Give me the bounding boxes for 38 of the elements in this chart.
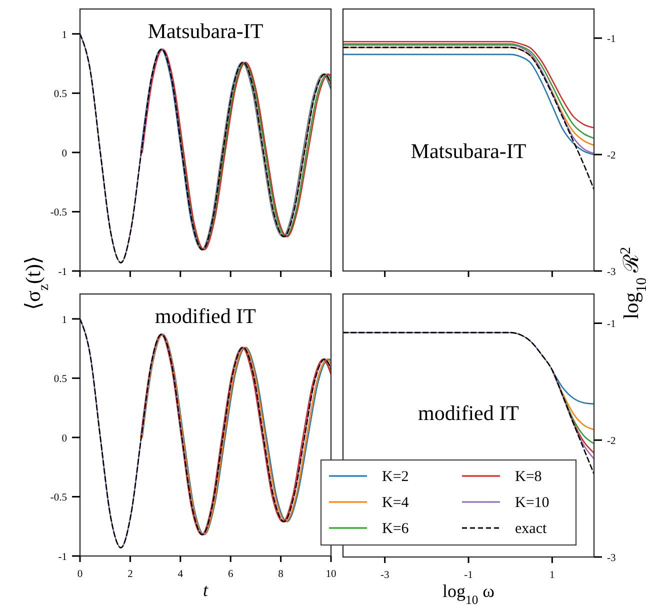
y2-tick-label: -3 [607,267,616,278]
legend-label: K=10 [515,495,550,511]
x-tick-label: 8 [278,569,284,580]
x-tick-label: 10 [326,569,336,580]
y2-tick-label: -1 [607,319,616,330]
y2-tick-label: -2 [607,436,616,448]
y-tick-label: -1 [58,552,67,563]
x-tick-label: -3 [380,570,390,581]
text: modified IT [155,304,256,328]
y-tick-label: -0.5 [50,208,67,219]
legend-label: K=8 [515,469,542,485]
y2-tick-label: -1 [607,34,616,46]
y2-tick-label: -3 [607,553,616,564]
y-tick-label: 1 [62,314,67,326]
line-series [343,46,594,190]
x-tick-label: -1 [464,570,473,581]
x-axis-title: t [202,580,209,600]
legend-label: K=2 [382,469,409,485]
text: Matsubara-IT [148,19,264,43]
text: Matsubara-IT [410,139,526,163]
x-tick-label: 1 [550,570,555,581]
y2-tick-label: -2 [607,150,616,162]
legend-label: K=4 [382,495,410,511]
y-tick-label: 0.5 [54,89,67,100]
y-tick-label: 0 [62,148,67,160]
x-tick-label: 4 [178,569,184,580]
y-tick-label: -0.5 [50,492,67,504]
legend-label: K=6 [382,521,410,537]
x-axis-title: log$_{10}$ ω [442,581,495,607]
x-tick-label: 0 [77,569,83,580]
y-tick-label: 0.5 [54,374,67,386]
y-tick-label: 0 [62,433,67,444]
text: modified IT [418,401,520,425]
y-tick-label: 1 [62,30,67,41]
x-tick-label: 6 [228,569,234,580]
y-tick-label: -1 [58,267,67,278]
legend-label: exact [515,521,548,537]
x-tick-label: 2 [128,569,133,580]
